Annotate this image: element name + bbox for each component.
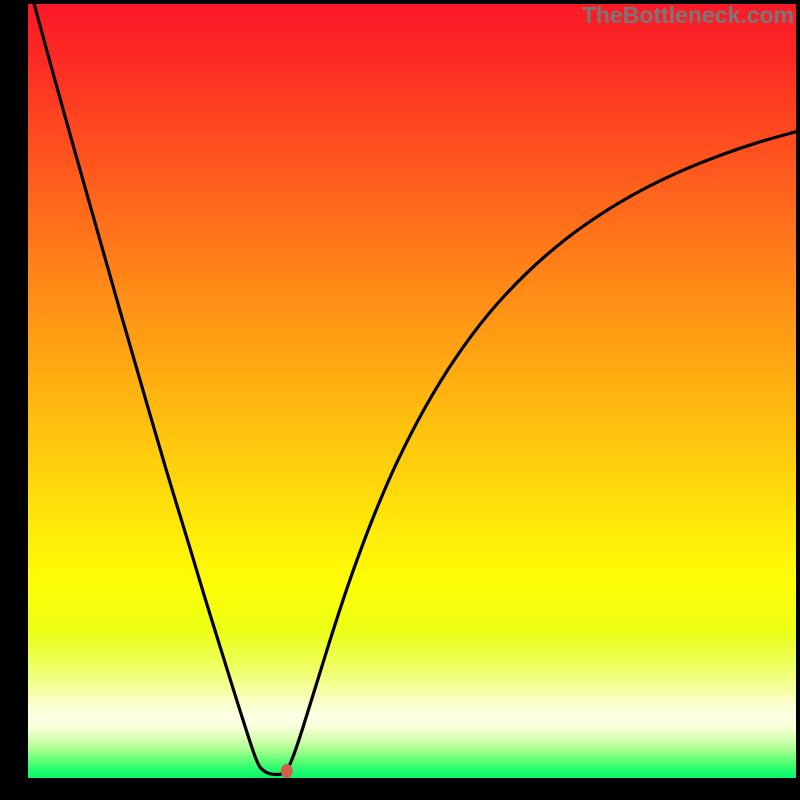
bottleneck-chart (28, 4, 796, 778)
optimum-marker-icon (28, 4, 796, 778)
watermark-label: TheBottleneck.com (582, 2, 794, 29)
frame-border-right (796, 0, 800, 800)
frame-border-left (0, 0, 28, 800)
frame-border-bottom (0, 778, 800, 800)
